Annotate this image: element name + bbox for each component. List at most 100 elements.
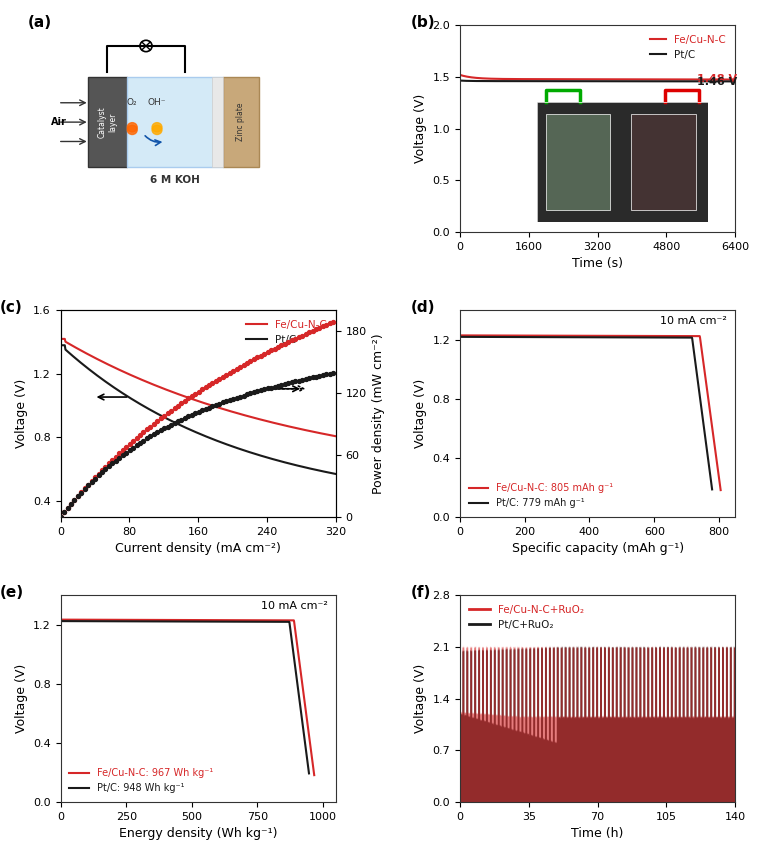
Fe/Cu-N-C bbox=[724, 74, 733, 84]
Point bbox=[148, 417, 160, 430]
Point bbox=[234, 390, 246, 403]
Point bbox=[186, 389, 198, 403]
Point bbox=[262, 345, 274, 359]
Pt/C bbox=[619, 76, 628, 86]
Point bbox=[258, 347, 271, 360]
Point bbox=[279, 377, 291, 391]
Point bbox=[124, 443, 136, 457]
Point bbox=[213, 372, 225, 386]
Fe/Cu-N-C bbox=[587, 74, 597, 84]
Text: (e): (e) bbox=[0, 585, 24, 600]
Point bbox=[313, 321, 325, 334]
Text: 10 mA cm⁻²: 10 mA cm⁻² bbox=[660, 316, 727, 327]
Fe/Cu-N-C bbox=[681, 74, 690, 84]
Point bbox=[275, 338, 287, 352]
Point bbox=[86, 474, 98, 488]
Point bbox=[175, 413, 187, 426]
Point bbox=[72, 490, 84, 503]
Point bbox=[221, 368, 233, 381]
Point bbox=[275, 378, 287, 392]
Point bbox=[310, 370, 322, 383]
Point bbox=[130, 431, 143, 445]
Point bbox=[324, 367, 336, 381]
Point bbox=[203, 378, 215, 392]
Text: (b): (b) bbox=[410, 15, 435, 30]
Text: (d): (d) bbox=[410, 300, 435, 315]
Point bbox=[144, 430, 156, 443]
Point bbox=[137, 434, 149, 447]
Legend: Fe/Cu-N-C+RuO₂, Pt/C+RuO₂: Fe/Cu-N-C+RuO₂, Pt/C+RuO₂ bbox=[465, 600, 589, 634]
Point bbox=[113, 451, 125, 464]
Y-axis label: Voltage (V): Voltage (V) bbox=[414, 664, 427, 733]
Point bbox=[79, 482, 91, 495]
Point bbox=[120, 441, 132, 454]
Point bbox=[282, 376, 294, 390]
Point bbox=[58, 506, 70, 519]
Point bbox=[265, 344, 277, 357]
Text: 1.48 V: 1.48 V bbox=[697, 74, 737, 84]
Point bbox=[134, 436, 146, 450]
Fe/Cu-N-C bbox=[619, 74, 628, 84]
Point bbox=[92, 467, 105, 480]
X-axis label: Time (s): Time (s) bbox=[572, 257, 623, 270]
Pt/C bbox=[587, 76, 597, 86]
Point bbox=[65, 497, 77, 511]
Point bbox=[313, 369, 325, 382]
X-axis label: Energy density (Wh kg⁻¹): Energy density (Wh kg⁻¹) bbox=[119, 827, 277, 840]
Point bbox=[290, 375, 302, 388]
Point bbox=[99, 460, 111, 473]
Point bbox=[61, 501, 74, 515]
Point bbox=[244, 387, 256, 400]
Y-axis label: Voltage (V): Voltage (V) bbox=[414, 379, 427, 448]
Point bbox=[286, 333, 298, 347]
Point bbox=[279, 337, 291, 350]
Point bbox=[120, 446, 132, 459]
Point bbox=[110, 454, 122, 468]
Pt/C bbox=[731, 76, 740, 86]
Point bbox=[55, 510, 67, 523]
Point bbox=[158, 409, 171, 423]
FancyBboxPatch shape bbox=[212, 77, 223, 167]
Point bbox=[175, 397, 187, 410]
Point bbox=[234, 360, 246, 374]
Point bbox=[151, 414, 163, 428]
Point bbox=[255, 349, 267, 362]
Point bbox=[134, 428, 146, 441]
Point bbox=[82, 478, 94, 491]
Point bbox=[237, 389, 249, 403]
Point bbox=[113, 446, 125, 460]
Point bbox=[151, 425, 163, 439]
FancyBboxPatch shape bbox=[223, 77, 259, 167]
Point bbox=[96, 466, 108, 479]
Point bbox=[224, 365, 236, 379]
Point bbox=[193, 405, 205, 419]
Text: OH⁻: OH⁻ bbox=[148, 98, 166, 107]
Point bbox=[199, 403, 211, 416]
Point bbox=[199, 381, 211, 394]
Point bbox=[127, 434, 139, 447]
X-axis label: Current density (mA cm⁻²): Current density (mA cm⁻²) bbox=[115, 542, 281, 555]
Point bbox=[72, 490, 84, 503]
Point bbox=[190, 387, 202, 401]
Point bbox=[299, 327, 312, 341]
Point bbox=[103, 459, 115, 473]
Point bbox=[196, 382, 208, 396]
Point bbox=[303, 326, 315, 339]
Point bbox=[141, 423, 153, 436]
Circle shape bbox=[127, 122, 137, 132]
Point bbox=[241, 356, 253, 370]
X-axis label: Time (h): Time (h) bbox=[572, 827, 624, 840]
Point bbox=[248, 353, 260, 366]
Point bbox=[230, 362, 243, 376]
Point bbox=[321, 318, 333, 332]
Circle shape bbox=[152, 122, 162, 132]
Point bbox=[221, 394, 233, 408]
Point bbox=[92, 468, 105, 482]
Point bbox=[103, 457, 115, 470]
Point bbox=[137, 425, 149, 439]
Point bbox=[217, 396, 229, 409]
Point bbox=[317, 320, 329, 333]
Legend: Fe/Cu-N-C, Pt/C: Fe/Cu-N-C, Pt/C bbox=[646, 30, 730, 64]
Point bbox=[190, 407, 202, 420]
Point bbox=[179, 411, 191, 425]
